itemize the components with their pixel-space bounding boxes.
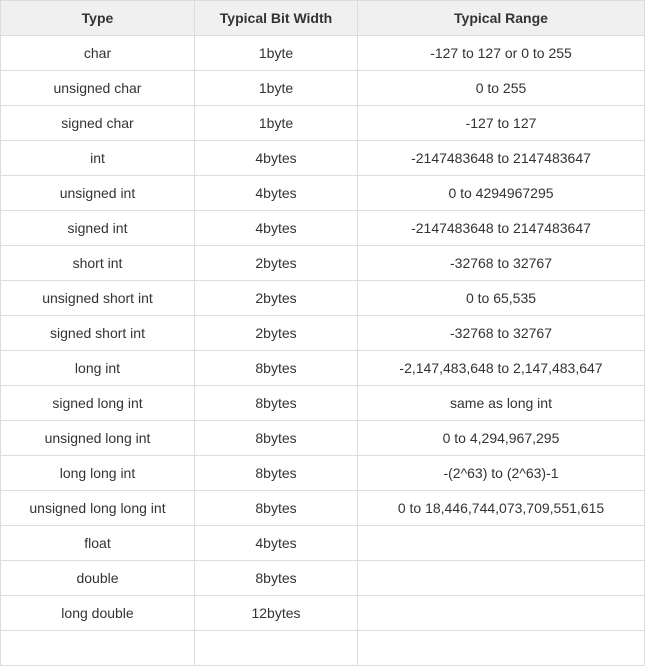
cell-range: 0 to 4,294,967,295 — [357, 420, 645, 456]
cell-range: -2147483648 to 2147483647 — [357, 140, 645, 176]
cell-range — [357, 525, 645, 561]
table-row: long long int 8bytes -(2^63) to (2^63)-1 — [0, 455, 645, 491]
cell-bit-width: 4bytes — [194, 175, 358, 211]
cell-range — [357, 595, 645, 631]
table-row: signed short int 2bytes -32768 to 32767 — [0, 315, 645, 351]
cell-range: -2,147,483,648 to 2,147,483,647 — [357, 350, 645, 386]
cell-type: long long int — [0, 455, 195, 491]
cell-type: float — [0, 525, 195, 561]
cell-range: -127 to 127 — [357, 105, 645, 141]
table-row: signed long int 8bytes same as long int — [0, 385, 645, 421]
cell-range — [357, 630, 645, 666]
table-row: signed int 4bytes -2147483648 to 2147483… — [0, 210, 645, 246]
cell-bit-width: 4bytes — [194, 210, 358, 246]
cell-type: char — [0, 35, 195, 71]
cell-type: signed int — [0, 210, 195, 246]
cell-type: int — [0, 140, 195, 176]
cell-bit-width: 2bytes — [194, 280, 358, 316]
cell-type: signed long int — [0, 385, 195, 421]
cell-range: same as long int — [357, 385, 645, 421]
cell-type: unsigned short int — [0, 280, 195, 316]
cell-range: -(2^63) to (2^63)-1 — [357, 455, 645, 491]
cell-type: long double — [0, 595, 195, 631]
table-row: unsigned short int 2bytes 0 to 65,535 — [0, 280, 645, 316]
table-row: double 8bytes — [0, 560, 645, 596]
header-row: Type Typical Bit Width Typical Range — [0, 0, 645, 36]
cell-bit-width: 4bytes — [194, 140, 358, 176]
cell-range: 0 to 255 — [357, 70, 645, 106]
header-bit-width: Typical Bit Width — [194, 0, 358, 36]
cell-type: unsigned int — [0, 175, 195, 211]
cell-bit-width: 8bytes — [194, 420, 358, 456]
cell-bit-width: 8bytes — [194, 350, 358, 386]
cell-bit-width: 8bytes — [194, 385, 358, 421]
cell-range: -32768 to 32767 — [357, 245, 645, 281]
cell-bit-width: 1byte — [194, 70, 358, 106]
table-row: int 4bytes -2147483648 to 2147483647 — [0, 140, 645, 176]
cell-range: 0 to 18,446,744,073,709,551,615 — [357, 490, 645, 526]
table-row: short int 2bytes -32768 to 32767 — [0, 245, 645, 281]
cell-type: double — [0, 560, 195, 596]
table-row: unsigned long long int 8bytes 0 to 18,44… — [0, 490, 645, 526]
cell-bit-width: 1byte — [194, 35, 358, 71]
header-type: Type — [0, 0, 195, 36]
cell-range: -2147483648 to 2147483647 — [357, 210, 645, 246]
table-row: unsigned char 1byte 0 to 255 — [0, 70, 645, 106]
cell-bit-width: 8bytes — [194, 455, 358, 491]
cell-range: -127 to 127 or 0 to 255 — [357, 35, 645, 71]
table-row: float 4bytes — [0, 525, 645, 561]
cell-type: unsigned long int — [0, 420, 195, 456]
table-row: signed char 1byte -127 to 127 — [0, 105, 645, 141]
cell-type: signed short int — [0, 315, 195, 351]
cell-type: unsigned char — [0, 70, 195, 106]
cell-type: long int — [0, 350, 195, 386]
cell-range: 0 to 4294967295 — [357, 175, 645, 211]
cell-type: short int — [0, 245, 195, 281]
cell-bit-width: 1byte — [194, 105, 358, 141]
table-row: long int 8bytes -2,147,483,648 to 2,147,… — [0, 350, 645, 386]
cell-bit-width: 4bytes — [194, 525, 358, 561]
cell-bit-width: 12bytes — [194, 595, 358, 631]
table-row: char 1byte -127 to 127 or 0 to 255 — [0, 35, 645, 71]
table-row: long double 12bytes — [0, 595, 645, 631]
cell-bit-width — [194, 630, 358, 666]
cell-bit-width: 2bytes — [194, 245, 358, 281]
cell-bit-width: 2bytes — [194, 315, 358, 351]
cell-type — [0, 630, 195, 666]
cell-range: 0 to 65,535 — [357, 280, 645, 316]
table-header: Type Typical Bit Width Typical Range — [0, 0, 645, 36]
table-body: char 1byte -127 to 127 or 0 to 255 unsig… — [0, 35, 645, 666]
header-range: Typical Range — [357, 0, 645, 36]
cell-range — [357, 560, 645, 596]
cell-bit-width: 8bytes — [194, 490, 358, 526]
cell-bit-width: 8bytes — [194, 560, 358, 596]
table-row: unsigned long int 8bytes 0 to 4,294,967,… — [0, 420, 645, 456]
table-row: unsigned int 4bytes 0 to 4294967295 — [0, 175, 645, 211]
cell-type: unsigned long long int — [0, 490, 195, 526]
cell-range: -32768 to 32767 — [357, 315, 645, 351]
table-row — [0, 630, 645, 666]
cell-type: signed char — [0, 105, 195, 141]
